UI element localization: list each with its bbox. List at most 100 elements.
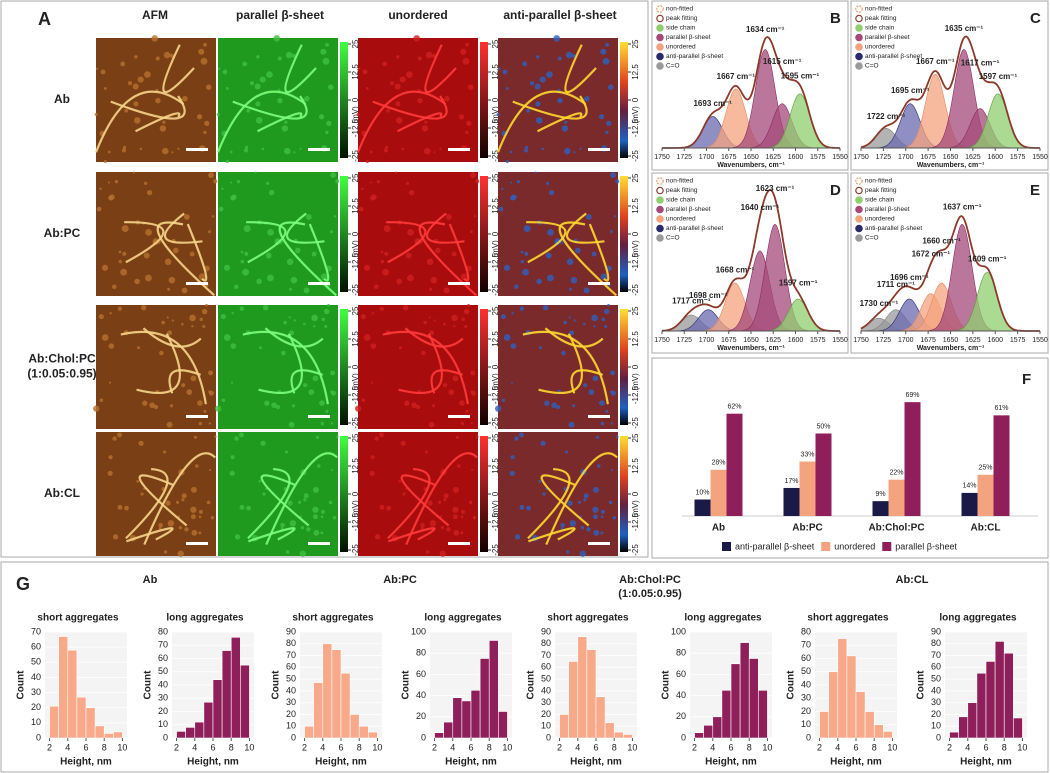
speckle [223,264,231,271]
speckle [239,306,244,311]
bar [815,433,832,516]
speckle [519,504,525,510]
histogram-bar [703,724,714,739]
speckle [134,278,140,285]
speckle [526,505,531,511]
x-tick-label: 1600 [788,154,804,161]
y-tick-label: 90 [286,626,296,636]
fibril [538,333,583,395]
speckle [516,179,521,184]
x-axis-label: Height, nm [445,757,497,768]
y-tick-label: 50 [286,673,296,683]
speckle [107,150,111,154]
speckle [323,308,330,315]
x-tick-label: 1575 [810,154,826,161]
x-tick-label: 1600 [987,337,1003,344]
legend-label: parallel β-sheet [895,541,957,551]
speckle [505,87,509,90]
colorbar-unit: (mV) [351,373,360,391]
y-tick-label: 40 [286,685,296,695]
scale-bar [186,415,208,418]
speckle [585,214,592,220]
speckle [132,171,135,174]
scale-bar [308,415,330,418]
panel-frame [651,357,1049,559]
micrograph [358,172,478,296]
legend-label: side chain [865,197,895,204]
x-tick-label: 1675 [920,154,936,161]
scale-bar [308,282,330,285]
x-tick-label: 10 [887,742,897,752]
fibril [388,527,436,543]
peak-label: 1615 cm⁻¹ [763,57,802,66]
fibril [246,221,287,264]
speckle [600,48,607,55]
colorbar-tick-label: 12.5 [351,458,360,474]
fibril [382,330,469,405]
speckle [112,534,119,540]
speckle [259,76,266,83]
colorbar-tick-label: 12.5 [351,198,360,214]
speckle [428,421,435,428]
y-tick-label: 50 [541,673,551,683]
colorbar-unit: (mV) [491,240,500,258]
speckle [280,522,285,528]
speckle [460,421,465,426]
y-tick-label: 100 [671,626,686,636]
speckle [394,83,401,90]
value-label: 17% [784,478,798,485]
fibril [418,221,477,297]
fibril [424,44,457,94]
colorbar-unit: (mV) [491,373,500,391]
speckle [470,422,473,425]
speckle [149,402,155,409]
colorbar-tick-label: 12.5 [491,458,500,474]
speckle [413,35,420,42]
legend-label: non-fitted [865,6,892,13]
speckle [333,215,337,218]
legend-marker [855,215,863,223]
speckle [324,324,328,328]
speckle [289,287,293,291]
x-tick-label: 4 [575,742,580,752]
fibril [527,467,571,540]
speckle [588,389,595,395]
speckle [308,389,315,395]
speckle [93,405,100,412]
speckle [509,150,513,154]
legend-marker [855,24,863,32]
colorbar-tick-label: -12.5 [351,118,360,137]
legend-marker [855,177,863,185]
speckle [244,251,249,256]
speckle [246,108,251,113]
legend-marker [855,52,863,61]
speckle [195,464,199,468]
speckle [374,534,381,540]
legend-label: unordered [666,216,696,223]
fibril [387,467,431,540]
group-label: (1:0.05:0.95) [618,588,682,600]
histogram-bar [443,721,454,739]
envelope [662,36,840,149]
speckle [328,500,333,505]
speckle [243,148,249,153]
x-tick-label: 1575 [810,337,826,344]
speckle [208,230,211,234]
speckle [330,422,333,425]
fibril [125,467,169,540]
bar [904,402,921,516]
speckle [538,480,541,483]
speckle [330,172,336,179]
speckle [425,51,433,59]
scale-bar [588,415,610,418]
speckle [266,181,270,185]
legend-label: parallel β-sheet [666,34,711,41]
speckle [284,120,288,124]
speckle [223,334,231,341]
speckle [443,287,450,294]
envelope [661,188,840,332]
speckle [578,500,582,504]
speckle [299,550,306,557]
colorbar-tick-label: 0 [351,231,360,236]
speckle [358,67,361,70]
